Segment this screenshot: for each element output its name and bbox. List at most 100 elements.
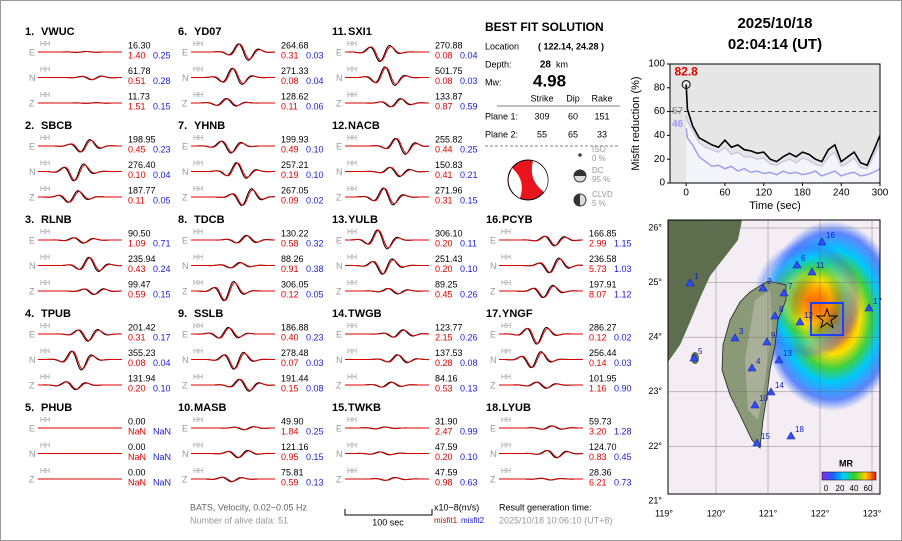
gen-label: Result generation time: <box>499 502 592 512</box>
station-label: 8 <box>779 305 784 314</box>
waveform-synthetic <box>191 378 275 391</box>
station-name: TWKB <box>348 402 381 414</box>
waveform-synthetic <box>499 327 583 344</box>
amplitude: 124.70 <box>589 442 617 452</box>
y-tick-label: 100 <box>648 59 665 70</box>
component: E <box>182 423 188 433</box>
station-name: TPUB <box>41 308 71 320</box>
scale-label: 100 sec <box>372 517 404 527</box>
component: N <box>490 449 497 459</box>
misfit2: 1.28 <box>614 426 632 436</box>
channel: HH <box>347 92 357 99</box>
station-label: 6 <box>801 254 806 263</box>
misfit1: 0.31 <box>281 50 299 60</box>
station-label: 3 <box>739 327 744 336</box>
station-marker <box>747 363 757 372</box>
channel: HH <box>501 374 511 381</box>
station-marker <box>750 400 760 409</box>
lat-label: 26° <box>648 222 662 232</box>
station-number: 10. <box>178 402 193 414</box>
amplitude: 286.27 <box>589 322 617 332</box>
amplitude: 264.68 <box>281 40 309 50</box>
component: E <box>182 235 188 245</box>
misfit1: 0.08 <box>128 358 146 368</box>
channel: HH <box>501 254 511 261</box>
map-frame <box>667 219 881 495</box>
misfit2: 0.15 <box>153 289 171 299</box>
waveform-synthetic <box>345 98 429 108</box>
station-label: 12 <box>804 311 813 320</box>
component: Z <box>182 380 188 390</box>
component: N <box>490 261 497 271</box>
amplitude: 130.22 <box>281 228 309 238</box>
waveform-synthetic <box>191 43 275 60</box>
y-axis-label: Misfit reduction (%) <box>630 76 642 170</box>
misfit1: 0.53 <box>435 383 453 393</box>
channel: HH <box>347 468 357 475</box>
unit-label: x10−8(m/s) <box>434 502 479 512</box>
waveform-synthetic <box>499 352 583 368</box>
station-number: 16. <box>486 214 501 226</box>
x-tick-label: 180 <box>794 188 811 199</box>
mw: 4.98 <box>533 71 566 90</box>
waveform-synthetic <box>38 75 122 80</box>
component: E <box>29 423 35 433</box>
misfit1: 0.20 <box>435 452 453 462</box>
misfit1: 1.16 <box>589 383 607 393</box>
station-marker <box>730 333 740 342</box>
misfit1: NaN <box>128 452 146 462</box>
misfit1: 0.20 <box>435 238 453 248</box>
station-number: 14. <box>332 308 347 320</box>
amplitude: 235.94 <box>128 254 156 264</box>
line <box>685 115 881 170</box>
lon-label: 121° <box>759 508 778 518</box>
misfit1: 2.15 <box>435 332 453 342</box>
misfit2: 0.04 <box>153 358 171 368</box>
channel: HH <box>40 417 50 424</box>
station-marker <box>770 311 780 320</box>
component: N <box>182 167 189 177</box>
amplitude: 256.44 <box>589 348 617 358</box>
channel: HH <box>40 186 50 193</box>
beachball <box>507 159 549 201</box>
waveform-synthetic <box>345 477 429 481</box>
channel: HH <box>40 66 50 73</box>
source-note: BATS, Velocity, 0.02−0.05 Hz <box>190 502 307 512</box>
channel: HH <box>347 41 357 48</box>
misfit1: 0.41 <box>435 170 453 180</box>
channel: HH <box>347 417 357 424</box>
misfit2: 0.04 <box>153 170 171 180</box>
misfit1: 0.07 <box>281 358 299 368</box>
event-date: 2025/10/18 <box>737 15 812 32</box>
plane-value: 151 <box>594 111 609 121</box>
misfit2: 0.32 <box>306 238 324 248</box>
waveform-synthetic <box>345 354 429 363</box>
channel: HH <box>193 323 203 330</box>
station-number: 3. <box>25 214 34 226</box>
misfit1: 0.95 <box>281 452 299 462</box>
component: Z <box>182 286 188 296</box>
waveform-synthetic <box>191 140 275 153</box>
colorbar-tick: 40 <box>850 484 859 493</box>
plane-value: 55 <box>537 129 547 139</box>
misfit2: 0.03 <box>460 76 478 86</box>
misfit1: 0.11 <box>128 195 145 205</box>
station-label: 5 <box>698 347 703 356</box>
amplitude: 198.95 <box>128 134 156 144</box>
station-marker <box>779 288 789 297</box>
component-name: ISO <box>592 145 606 154</box>
station-marker <box>762 337 772 346</box>
station-number: 4. <box>25 308 34 320</box>
waveform-synthetic <box>345 381 429 388</box>
waveform-synthetic <box>38 381 122 390</box>
misfit1: 0.12 <box>281 289 299 299</box>
waveform-synthetic <box>38 164 122 181</box>
waveform-synthetic <box>191 68 275 84</box>
misfit2: 1.12 <box>614 289 632 299</box>
plane-label: Plane 1: <box>485 111 518 121</box>
component: N <box>29 261 36 271</box>
misfit1: 0.91 <box>281 264 299 274</box>
y-tick-label: 80 <box>654 82 666 93</box>
misfit2: 0.10 <box>306 170 324 180</box>
channel: HH <box>40 41 50 48</box>
